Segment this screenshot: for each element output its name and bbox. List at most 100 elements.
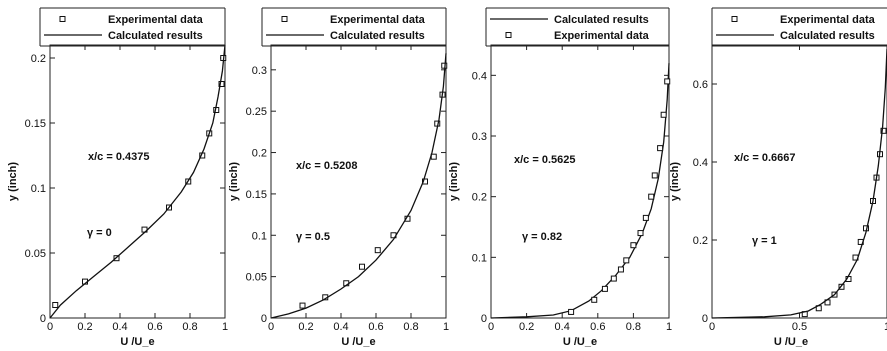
experimental-data-point bbox=[375, 248, 380, 253]
y-tick-label: 0.3 bbox=[472, 131, 487, 143]
plot-frame bbox=[712, 45, 887, 318]
x-axis-label: U /U_e bbox=[341, 336, 375, 348]
chart-panel-2: 0 0.2 0.4 0.6 0.8 1 0 0.05 0.1 0.15 0.2 0.25 0.3 U /U… bbox=[228, 8, 449, 348]
calculated-results-line bbox=[491, 63, 669, 318]
x-axis-label: U /U_e bbox=[563, 336, 597, 348]
x-tick-label: 0.5 bbox=[792, 321, 807, 333]
experimental-data-point bbox=[53, 303, 58, 308]
x-tick-label: 0.2 bbox=[519, 321, 534, 333]
y-tick-label: 0.2 bbox=[693, 235, 708, 247]
experimental-data-point bbox=[602, 286, 607, 291]
y-tick-label: 0.05 bbox=[25, 248, 46, 260]
y-tick-label: 0 bbox=[481, 313, 487, 325]
x-tick-label: 1 bbox=[666, 321, 672, 333]
calculated-results-line bbox=[271, 53, 446, 318]
x-tick-label: 0.6 bbox=[368, 321, 383, 333]
y-tick-label: 0.2 bbox=[252, 148, 267, 160]
y-tick-label: 0.1 bbox=[31, 183, 46, 195]
experimental-data-point bbox=[658, 146, 663, 151]
x-tick-label: 1 bbox=[443, 321, 449, 333]
experimental-data-point bbox=[592, 297, 597, 302]
calculated-results-line bbox=[712, 49, 887, 318]
x-tick-label: 0.8 bbox=[403, 321, 418, 333]
legend-entry-label: Calculated results bbox=[780, 30, 875, 42]
experimental-data-point bbox=[300, 303, 305, 308]
legend: Calculated results Experimental data bbox=[486, 8, 669, 46]
experimental-data-point bbox=[611, 276, 616, 281]
x-tick-label: 0 bbox=[268, 321, 274, 333]
experimental-data-point bbox=[569, 309, 574, 314]
legend-square-swatch bbox=[282, 17, 287, 22]
y-axis-label: y (inch) bbox=[7, 162, 19, 201]
experimental-data-point bbox=[638, 231, 643, 236]
chart-panel-3: 0 0.2 0.4 0.6 0.8 1 0 0.1 0.2 0.3 0.4 U /U_e y (inch… bbox=[448, 8, 672, 348]
y-tick-label: 0.05 bbox=[246, 272, 267, 284]
x-axis-label: U /U_e bbox=[120, 336, 154, 348]
y-tick-label: 0 bbox=[40, 313, 46, 325]
experimental-data-point bbox=[631, 243, 636, 248]
x-tick-label: 0 bbox=[47, 321, 53, 333]
chart-panel-1: 0 0.2 0.4 0.6 0.8 1 0 0.05 0.1 0.15 0.2 U /U_e y (in… bbox=[7, 8, 228, 348]
legend-entry-label: Experimental data bbox=[330, 14, 426, 26]
experimental-data-point bbox=[665, 79, 670, 84]
x-tick-label: 0.8 bbox=[626, 321, 641, 333]
legend-entry-label: Calculated results bbox=[108, 30, 203, 42]
x-tick-label: 0 bbox=[709, 321, 715, 333]
plot-frame bbox=[50, 45, 225, 318]
legend-entry-label: Calculated results bbox=[330, 30, 425, 42]
x-tick-label: 0.4 bbox=[555, 321, 570, 333]
experimental-data-point bbox=[649, 194, 654, 199]
x-tick-label: 0 bbox=[488, 321, 494, 333]
legend-square-swatch bbox=[732, 17, 737, 22]
y-tick-label: 0.2 bbox=[31, 53, 46, 65]
y-tick-label: 0.6 bbox=[693, 79, 708, 91]
intermittency-annotation: γ = 0.5 bbox=[296, 231, 330, 243]
y-tick-label: 0.4 bbox=[472, 70, 487, 82]
chart-panel-4: 0 0.5 1 0 0.2 0.4 0.6 U /U_e y (inch) Experimenta… bbox=[669, 8, 887, 348]
y-tick-label: 0 bbox=[702, 313, 708, 325]
x-tick-label: 0.2 bbox=[298, 321, 313, 333]
calculated-results-line bbox=[50, 45, 225, 318]
y-tick-label: 0.2 bbox=[472, 192, 487, 204]
legend-square-swatch bbox=[506, 33, 511, 38]
legend: Experimental data Calculated results bbox=[712, 8, 887, 46]
y-axis-label: y (inch) bbox=[228, 162, 240, 201]
legend: Experimental data Calculated results bbox=[262, 8, 446, 46]
x-tick-label: 0.6 bbox=[590, 321, 605, 333]
legend-entry-label: Experimental data bbox=[108, 14, 204, 26]
legend-entry-label: Calculated results bbox=[554, 14, 649, 26]
legend-entry-label: Experimental data bbox=[554, 30, 650, 42]
x-tick-label: 0.8 bbox=[182, 321, 197, 333]
y-tick-label: 0.15 bbox=[246, 189, 267, 201]
y-tick-label: 0.25 bbox=[246, 106, 267, 118]
x-tick-label: 0.6 bbox=[147, 321, 162, 333]
y-tick-label: 0.1 bbox=[252, 230, 267, 242]
y-tick-label: 0 bbox=[261, 313, 267, 325]
y-tick-label: 0.3 bbox=[252, 65, 267, 77]
plot-frame bbox=[491, 45, 669, 318]
x-tick-label: 1 bbox=[222, 321, 228, 333]
experimental-data-point bbox=[431, 154, 436, 159]
experimental-data-point bbox=[661, 112, 666, 117]
experimental-data-point bbox=[360, 264, 365, 269]
experimental-data-point bbox=[652, 173, 657, 178]
x-tick-label: 0.2 bbox=[77, 321, 92, 333]
experimental-data-point bbox=[643, 215, 648, 220]
y-axis-label: y (inch) bbox=[448, 162, 460, 201]
intermittency-annotation: γ = 0.82 bbox=[522, 231, 562, 243]
legend: Experimental data Calculated results bbox=[40, 8, 225, 46]
station-annotation: x/c = 0.4375 bbox=[88, 151, 149, 163]
x-tick-label: 0.4 bbox=[112, 321, 127, 333]
experimental-data-point bbox=[624, 258, 629, 263]
station-annotation: x/c = 0.6667 bbox=[734, 152, 795, 164]
legend-square-swatch bbox=[60, 17, 65, 22]
intermittency-annotation: γ = 1 bbox=[752, 235, 777, 247]
legend-entry-label: Experimental data bbox=[780, 14, 876, 26]
y-tick-label: 0.1 bbox=[472, 252, 487, 264]
experimental-data-point bbox=[618, 267, 623, 272]
y-tick-label: 0.15 bbox=[25, 118, 46, 130]
y-tick-label: 0.4 bbox=[693, 157, 708, 169]
intermittency-annotation: γ = 0 bbox=[87, 227, 112, 239]
station-annotation: x/c = 0.5208 bbox=[296, 160, 357, 172]
